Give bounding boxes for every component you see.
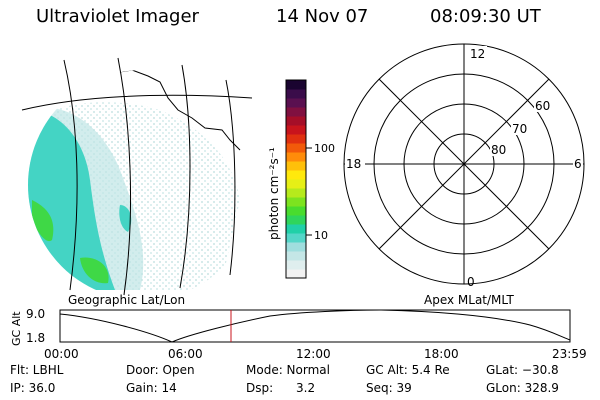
altitude-plot: 9.0 1.8 GC Alt 00:00 06:00 12:00 18:00 2…	[10, 307, 587, 361]
colorbar-tick-label-10: 10	[314, 229, 328, 242]
latitude-line	[21, 94, 253, 111]
colorbar-swatch	[286, 134, 306, 144]
colorbar-swatch	[286, 107, 306, 117]
aurora-teal-spot	[119, 205, 132, 232]
aurora-green-2	[80, 257, 109, 284]
instrument-title: Ultraviolet Imager	[36, 6, 199, 27]
polar-plot-caption: Apex MLat/MLT	[424, 293, 514, 307]
mlt-label-18: 18	[346, 157, 361, 171]
altitude-xtick: 06:00	[168, 347, 203, 361]
gain-info: Gain: 14	[126, 381, 177, 395]
dsp-label: Dsp:	[246, 381, 274, 395]
mlt-label-0: 0	[467, 275, 475, 289]
mlat-label-70: 70	[512, 122, 527, 136]
mlt-label-6: 6	[574, 157, 582, 171]
aurora-green-1	[32, 200, 54, 242]
altitude-xtick: 18:00	[424, 347, 459, 361]
polar-labels: 12 18 6 0 60 70 80	[345, 46, 583, 289]
mode-info: Mode: Normal	[246, 363, 330, 377]
altitude-ylabel: GC Alt	[10, 311, 23, 346]
colorbar-swatch	[286, 233, 306, 243]
colorbar-swatch	[286, 152, 306, 162]
colorbar-swatch	[286, 242, 306, 252]
date-label: 14 Nov 07	[276, 6, 369, 27]
glat-info: GLat: −30.8	[486, 363, 559, 377]
colorbar-swatch	[286, 224, 306, 234]
uvi-image	[21, 57, 253, 296]
colorbar-swatch	[286, 170, 306, 180]
time-label: 08:09:30 UT	[430, 6, 541, 27]
mlt-label-12: 12	[470, 47, 485, 61]
left-map-caption: Geographic Lat/Lon	[68, 293, 185, 307]
seq-info: Seq: 39	[366, 381, 412, 395]
gc-alt-info: GC Alt: 5.4 Re	[366, 363, 450, 377]
colorbar-label: photon cm⁻²s⁻¹	[267, 147, 281, 240]
colorbar-swatch	[286, 161, 306, 171]
colorbar-swatch	[286, 125, 306, 135]
colorbar-swatch	[286, 188, 306, 198]
altitude-xtick: 23:59	[552, 347, 587, 361]
colorbar-swatch	[286, 116, 306, 126]
colorbar-swatch	[286, 251, 306, 261]
meridian-line	[179, 64, 191, 289]
colorbar-tick-label-100: 100	[314, 142, 335, 155]
altitude-ytick-9: 9.0	[26, 307, 45, 321]
meridian-line	[225, 79, 236, 276]
altitude-frame	[59, 309, 571, 343]
colorbar-swatch	[286, 98, 306, 108]
polar-plot	[343, 43, 585, 285]
colorbar-swatch	[286, 206, 306, 216]
polar-diagonal	[378, 78, 550, 250]
colorbar-swatch	[286, 179, 306, 189]
meridian-line	[117, 57, 132, 296]
ip-info: IP: 36.0	[10, 381, 56, 395]
altitude-xtick: 00:00	[44, 347, 79, 361]
meridian-line	[63, 59, 78, 291]
colorbar-swatch	[286, 80, 306, 90]
colorbar-swatch	[286, 197, 306, 207]
colorbar-swatch	[286, 260, 306, 270]
colorbar-swatches	[286, 80, 306, 279]
dsp-value: 3.2	[296, 381, 316, 395]
colorbar: 100 10 photon cm⁻²s⁻¹	[267, 79, 335, 279]
glon-info: GLon: 328.9	[486, 381, 559, 395]
colorbar-swatch	[286, 215, 306, 225]
colorbar-frame	[285, 79, 307, 279]
altitude-xtick: 12:00	[296, 347, 331, 361]
door-info: Door: Open	[126, 363, 195, 377]
altitude-ytick-1-8: 1.8	[26, 331, 45, 345]
colorbar-swatch	[286, 143, 306, 153]
colorbar-swatch	[286, 269, 306, 279]
colorbar-swatch	[286, 89, 306, 99]
altitude-curve	[59, 309, 571, 343]
mlat-label-80: 80	[491, 143, 506, 157]
filter-info: Flt: LBHL	[10, 363, 64, 377]
mlat-label-60: 60	[535, 99, 550, 113]
